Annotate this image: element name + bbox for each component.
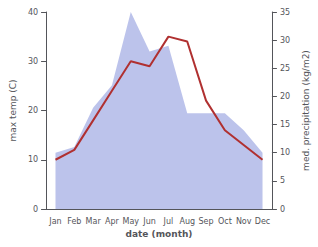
svg-text:40: 40	[28, 8, 38, 17]
svg-text:20: 20	[28, 106, 38, 115]
svg-text:10: 10	[280, 148, 290, 157]
svg-text:Jul: Jul	[163, 217, 174, 226]
svg-text:Mar: Mar	[86, 217, 102, 226]
svg-text:0: 0	[280, 205, 285, 214]
svg-text:30: 30	[28, 57, 38, 66]
svg-text:15: 15	[280, 120, 290, 129]
svg-text:20: 20	[280, 92, 290, 101]
svg-text:Oct: Oct	[218, 217, 232, 226]
svg-text:Jun: Jun	[142, 217, 156, 226]
svg-text:Apr: Apr	[105, 217, 120, 226]
svg-text:date (month): date (month)	[126, 229, 193, 239]
svg-text:Sep: Sep	[199, 217, 214, 226]
svg-text:Nov: Nov	[236, 217, 252, 226]
svg-text:Dec: Dec	[255, 217, 270, 226]
svg-text:10: 10	[28, 155, 38, 164]
svg-text:30: 30	[280, 36, 290, 45]
svg-text:May: May	[122, 217, 139, 226]
svg-text:5: 5	[280, 176, 285, 185]
svg-text:25: 25	[280, 64, 290, 73]
svg-text:Aug: Aug	[179, 217, 195, 226]
svg-text:Jan: Jan	[48, 217, 61, 226]
svg-text:0: 0	[33, 205, 38, 214]
svg-text:Feb: Feb	[67, 217, 81, 226]
svg-text:max temp (C): max temp (C)	[8, 79, 18, 141]
svg-text:med. precipitation (kg/m2): med. precipitation (kg/m2)	[301, 50, 311, 171]
svg-text:35: 35	[280, 8, 290, 17]
